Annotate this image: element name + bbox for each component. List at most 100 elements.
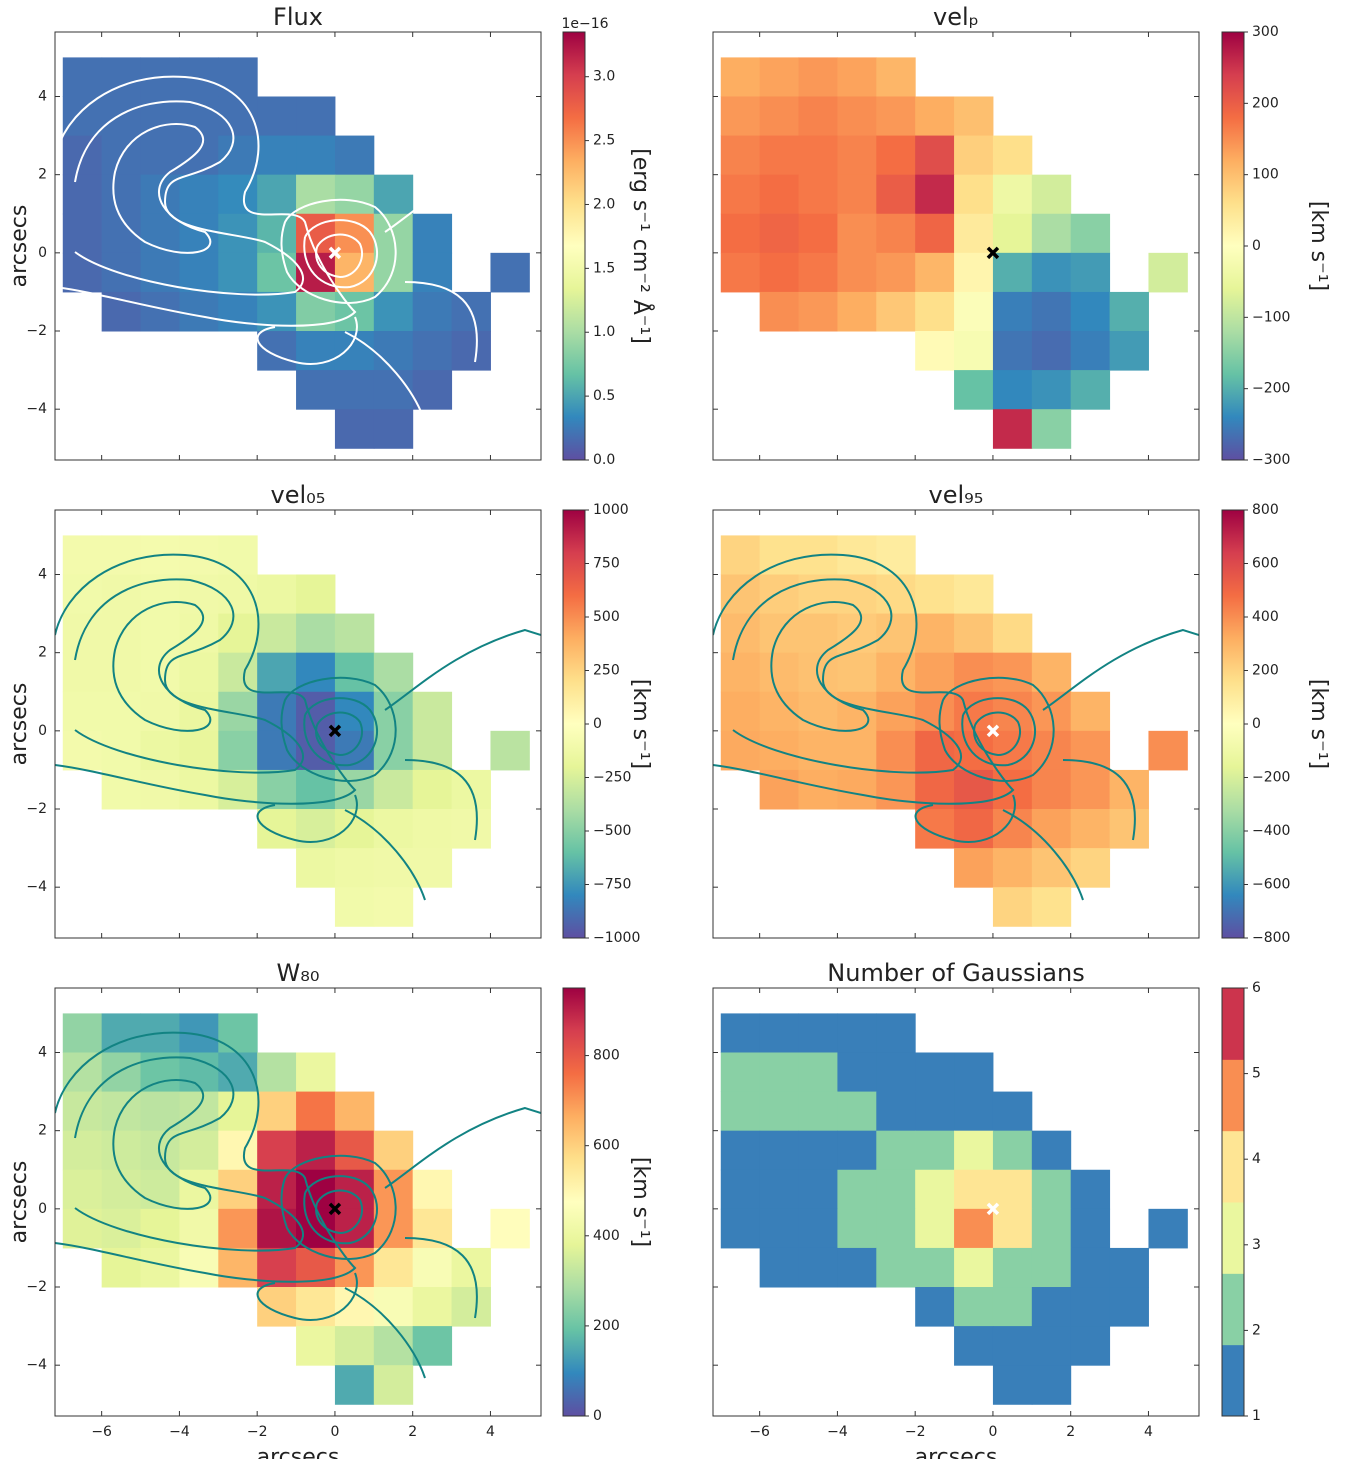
cell bbox=[992, 1130, 1033, 1171]
colorbar-label: [km s⁻¹] bbox=[628, 1157, 653, 1247]
cell bbox=[1070, 213, 1111, 254]
cell bbox=[257, 96, 297, 137]
y-tick-label: 4 bbox=[38, 566, 47, 582]
x-tick-label: −4 bbox=[169, 1424, 190, 1440]
cell bbox=[837, 1130, 877, 1171]
cell bbox=[992, 652, 1033, 693]
colorbar-tick-label: 2.0 bbox=[593, 196, 615, 212]
colorbar-tick-label: 3 bbox=[1252, 1237, 1261, 1253]
cell bbox=[218, 730, 258, 771]
cell bbox=[373, 652, 414, 693]
cell bbox=[1109, 809, 1149, 849]
cell bbox=[412, 1169, 453, 1210]
cell bbox=[759, 213, 800, 254]
cell bbox=[62, 535, 103, 575]
cell bbox=[837, 652, 877, 693]
cell bbox=[992, 1365, 1033, 1405]
cell bbox=[62, 1013, 103, 1053]
cell bbox=[876, 1247, 916, 1288]
cell bbox=[296, 135, 336, 176]
colorbar-tick-label: −600 bbox=[1252, 877, 1290, 893]
cell bbox=[101, 291, 142, 332]
cell bbox=[837, 57, 877, 97]
cell bbox=[1031, 769, 1072, 810]
cell bbox=[296, 370, 336, 410]
colorbar-tick-label: 2 bbox=[1252, 1322, 1261, 1338]
panel-title: Number of Gaussians bbox=[827, 959, 1084, 987]
cell bbox=[876, 174, 916, 215]
colorbar-frame bbox=[562, 31, 586, 461]
cell bbox=[759, 1169, 800, 1210]
colorbar-tick-label: 3.0 bbox=[593, 69, 615, 85]
cell bbox=[992, 174, 1033, 215]
colorbar-tick-label: −400 bbox=[1252, 823, 1290, 839]
cell bbox=[954, 691, 994, 732]
cell bbox=[720, 1208, 761, 1249]
cell bbox=[179, 135, 219, 176]
cell bbox=[954, 96, 994, 137]
colorbar-tick-label: 600 bbox=[593, 1138, 620, 1154]
cell bbox=[1031, 213, 1072, 254]
cell bbox=[1109, 1247, 1149, 1288]
cell bbox=[837, 730, 877, 771]
cell bbox=[759, 1091, 800, 1132]
cell bbox=[837, 1208, 877, 1249]
cell bbox=[257, 574, 297, 615]
cell bbox=[915, 135, 955, 176]
cell bbox=[720, 1091, 761, 1132]
cell bbox=[490, 1208, 530, 1249]
colorbar-label: [km s⁻¹] bbox=[1306, 201, 1331, 291]
colorbar-offset: 1e−16 bbox=[561, 16, 608, 32]
cell bbox=[798, 1130, 838, 1171]
y-tick-label: 0 bbox=[38, 1201, 47, 1217]
cell bbox=[992, 1247, 1033, 1288]
cell bbox=[257, 331, 297, 371]
cell bbox=[798, 291, 838, 332]
cell bbox=[373, 1208, 414, 1249]
cell bbox=[1031, 730, 1072, 771]
panel-title: vel₉₅ bbox=[929, 481, 984, 509]
cell bbox=[412, 809, 453, 849]
y-tick-label: 2 bbox=[38, 1123, 47, 1139]
cell bbox=[1070, 691, 1111, 732]
cell bbox=[1031, 1326, 1072, 1366]
cell bbox=[720, 1052, 761, 1093]
cell bbox=[296, 1091, 336, 1132]
cell bbox=[1031, 291, 1072, 332]
cell bbox=[373, 291, 414, 332]
cell bbox=[1109, 331, 1149, 371]
colorbar-band bbox=[1222, 1202, 1244, 1274]
cell bbox=[1070, 769, 1111, 810]
cell bbox=[1031, 409, 1072, 449]
cell bbox=[759, 1052, 800, 1093]
colorbar-tick-label: −500 bbox=[593, 823, 631, 839]
cell bbox=[954, 291, 994, 332]
x-tick-label: −6 bbox=[91, 1424, 112, 1440]
cell bbox=[179, 691, 219, 732]
cell bbox=[179, 213, 219, 254]
cell bbox=[759, 769, 800, 810]
cell bbox=[1031, 848, 1072, 888]
cell bbox=[1148, 252, 1188, 293]
cell bbox=[915, 96, 955, 137]
x-axis-label: arcsecs bbox=[915, 1445, 998, 1459]
cell bbox=[992, 887, 1033, 927]
cell bbox=[296, 691, 336, 732]
cell bbox=[954, 1052, 994, 1093]
cell bbox=[62, 57, 103, 97]
x-axis-label: arcsecs bbox=[257, 1445, 340, 1459]
colorbar-frame bbox=[562, 987, 586, 1417]
colorbar-tick-label: 5 bbox=[1252, 1066, 1261, 1082]
cell bbox=[218, 1247, 258, 1288]
cell bbox=[62, 252, 103, 293]
colorbar-band bbox=[1222, 1344, 1244, 1417]
cell bbox=[257, 691, 297, 732]
cell bbox=[101, 1130, 142, 1171]
colorbar-tick-label: 2.5 bbox=[593, 133, 615, 149]
cell bbox=[179, 1130, 219, 1171]
cell bbox=[334, 848, 375, 888]
cell bbox=[373, 1326, 414, 1366]
cell bbox=[1031, 652, 1072, 693]
cell bbox=[1070, 291, 1111, 332]
